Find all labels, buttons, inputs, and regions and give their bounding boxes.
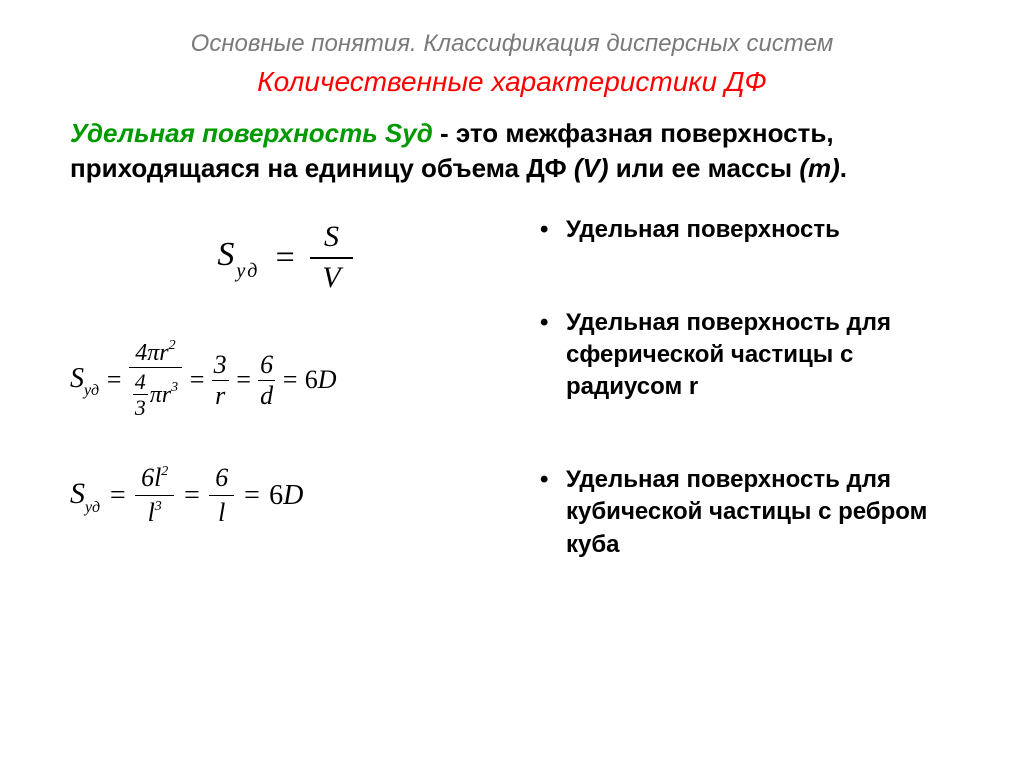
f3-eq3: = — [242, 480, 261, 512]
f2-mid2-num: 6 — [258, 351, 275, 378]
f2-mid1-num: 3 — [212, 351, 229, 378]
f3-bar2 — [209, 495, 234, 496]
header-line1: Основные понятия. Классификация дисперсн… — [60, 30, 964, 58]
formula-3: Sуд = 6l2 l3 = 6 l = 6D — [70, 463, 500, 528]
f1-den: V — [310, 261, 352, 296]
f1-bar — [310, 257, 352, 259]
bullet-item-3: Удельная поверхность для кубической част… — [540, 464, 964, 561]
formulas-column: Sуд = S V Sуд = 4πr2 — [70, 214, 500, 558]
f3-sub: уд — [85, 499, 100, 516]
f3-mid-num: 6 — [209, 463, 234, 493]
header-line2: Количественные характеристики ДФ — [60, 66, 964, 98]
f1-eq: = — [273, 239, 296, 277]
f2-bigfrac: 4πr2 4 3 πr3 — [129, 341, 182, 419]
f3-eq2: = — [182, 480, 201, 512]
f2-den-sf-num: 4 — [133, 370, 148, 393]
bullets-column: Удельная поверхность Удельная поверхност… — [540, 214, 964, 561]
bullet-item-1: Удельная поверхность — [540, 214, 964, 246]
f2-den-smallfrac: 4 3 — [133, 370, 148, 419]
f3-den1: l3 — [142, 498, 168, 528]
f2-den-sf-den: 3 — [133, 396, 148, 419]
f1-S: S — [217, 236, 236, 273]
f2-eq4: = — [281, 365, 299, 395]
f2-den-sup: 3 — [171, 380, 178, 395]
bullet-item-2: Удельная поверхность для сферической час… — [540, 307, 964, 404]
formula-1-lhs: Sуд — [217, 236, 259, 279]
f2-eq1: = — [105, 365, 123, 395]
f3-num1: 6l2 — [135, 463, 174, 493]
formula-1: Sуд = S V — [70, 220, 500, 295]
slide-header: Основные понятия. Классификация дисперсн… — [60, 30, 964, 98]
definition-ital-2: (m) — [799, 153, 839, 183]
f1-fraction: S V — [310, 220, 352, 295]
definition-text-2: или ее массы — [609, 153, 800, 183]
f2-bigden: 4 3 πr3 — [129, 370, 182, 419]
f2-sub: уд — [84, 382, 99, 399]
f2-bigbar — [129, 367, 182, 368]
definition-text-3: . — [840, 153, 847, 183]
f2-eq2: = — [188, 365, 206, 395]
definition-term: Удельная поверхность Sуд — [70, 118, 433, 148]
f3-bar1 — [135, 495, 174, 496]
f3-lhs: Sуд — [70, 477, 100, 515]
f3-frac2: 6 l — [209, 463, 234, 528]
f2-mid1-den: r — [213, 382, 227, 409]
f3-num1-sup: 2 — [161, 464, 168, 479]
f2-rhs: 6D — [305, 365, 337, 395]
f2-num-sup: 2 — [169, 338, 176, 353]
f2-frac-6d: 6 d — [258, 351, 275, 409]
f3-den1-sup: 3 — [155, 499, 162, 514]
definition-ital-1: (V) — [574, 153, 609, 183]
f2-S: S — [70, 363, 84, 394]
formula-2: Sуд = 4πr2 4 3 πr3 — [70, 341, 500, 419]
f3-eq1: = — [108, 480, 127, 512]
f3-S: S — [70, 477, 85, 510]
f2-bignum: 4πr2 — [131, 341, 179, 365]
f2-num-txt: 4πr — [135, 340, 168, 366]
f2-frac-3r: 3 r — [212, 351, 229, 409]
f2-lhs: Sуд — [70, 363, 99, 398]
f3-frac1: 6l2 l3 — [135, 463, 174, 528]
bullet-list: Удельная поверхность Удельная поверхност… — [540, 214, 964, 561]
f1-num: S — [312, 220, 351, 255]
f3-rhs: 6D — [269, 480, 303, 512]
f3-mid-den: l — [212, 498, 231, 528]
f2-mid2-den: d — [258, 382, 275, 409]
f2-eq3: = — [235, 365, 253, 395]
content-row: Sуд = S V Sуд = 4πr2 — [60, 214, 964, 561]
f1-sub: уд — [236, 260, 259, 282]
definition-paragraph: Удельная поверхность Sуд - это межфазная… — [70, 116, 954, 186]
f2-den-rest: πr3 — [150, 383, 178, 407]
